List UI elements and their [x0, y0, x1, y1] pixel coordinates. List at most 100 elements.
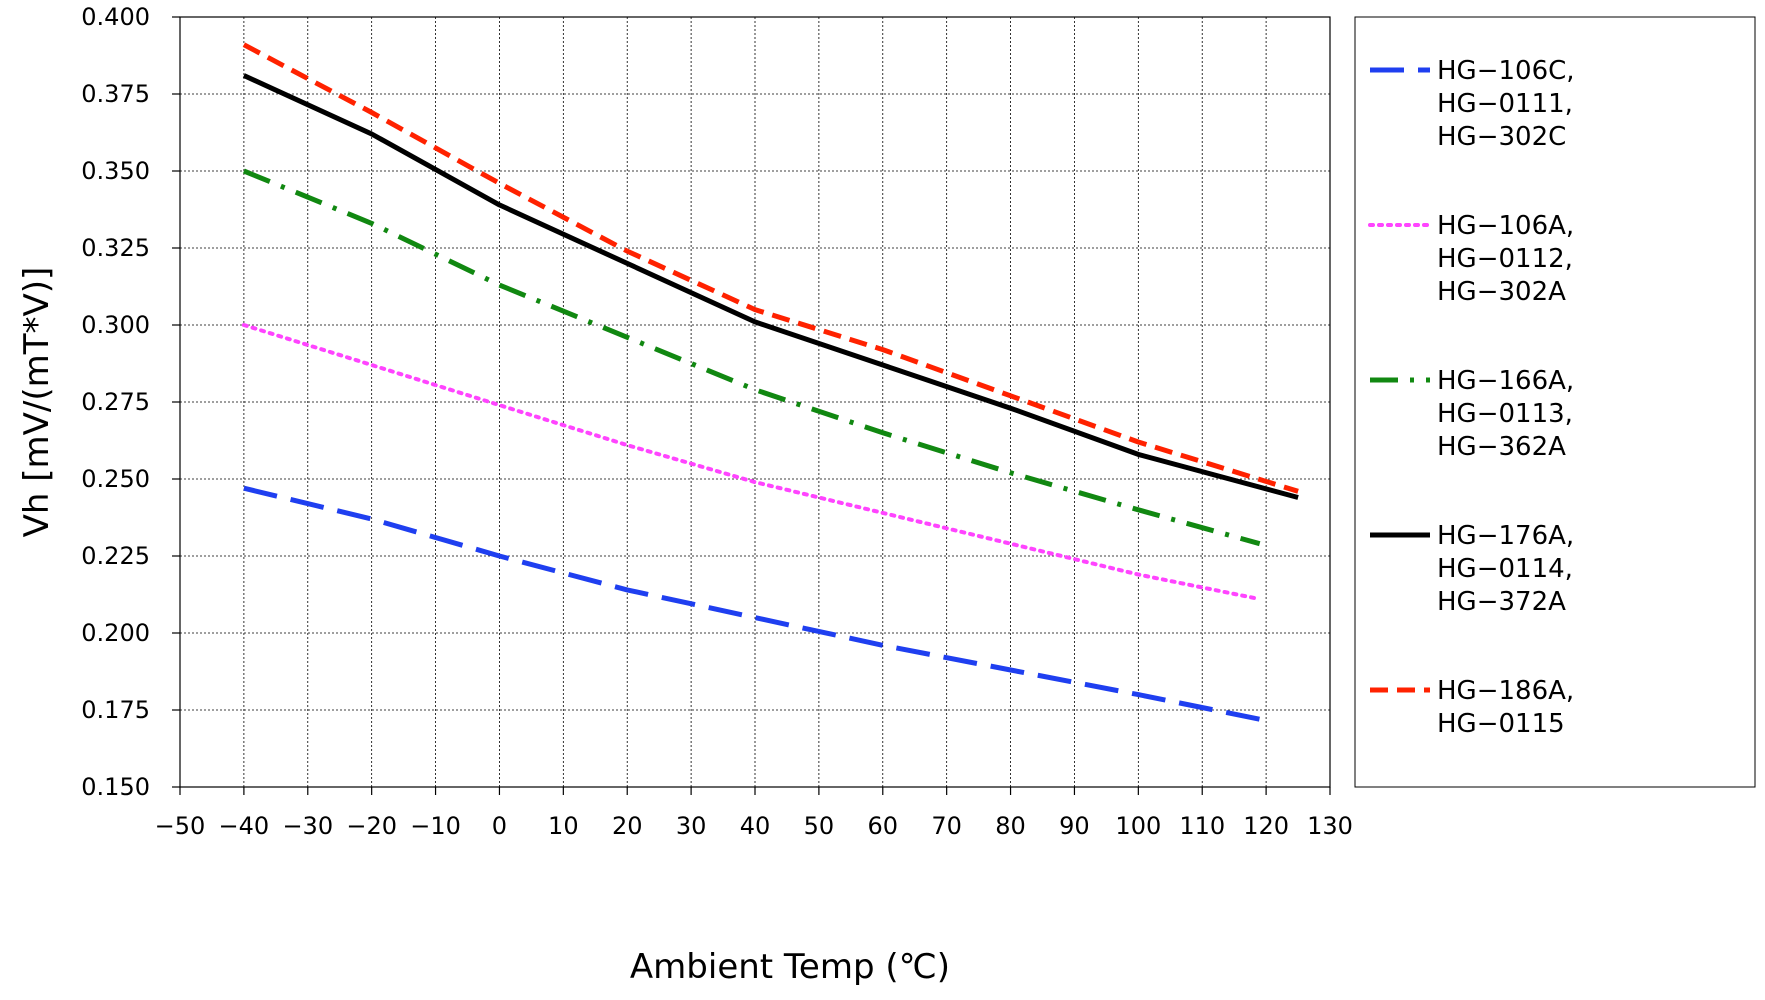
series-2-point — [242, 324, 245, 327]
series-5-point — [1297, 490, 1300, 493]
series-line-2 — [241, 323, 1262, 602]
series-5-point — [1009, 394, 1012, 397]
x-tick-label: 80 — [995, 812, 1026, 840]
x-tick-label: −30 — [282, 812, 333, 840]
y-tick-label: 0.275 — [81, 388, 150, 416]
legend-label-4: HG−372A — [1437, 587, 1566, 617]
series-4-point — [754, 320, 757, 323]
legend-label-2: HG−302A — [1437, 277, 1566, 307]
series-2-point — [1137, 573, 1140, 576]
axes: −50 −40 −30 −20 −10 0 10 20 30 40 50 60 70 80 90 100 110… — [81, 3, 1353, 840]
y-tick-label: 0.225 — [81, 542, 150, 570]
series-line-3 — [242, 168, 1261, 547]
series-2-point — [754, 481, 757, 484]
series-2-point — [1009, 542, 1012, 545]
series-3-point — [754, 388, 757, 391]
series-4-point — [498, 203, 501, 206]
series-3-point — [1137, 508, 1140, 511]
series-1-point — [498, 555, 501, 558]
series-5-point — [754, 308, 757, 311]
x-tick-label: 120 — [1243, 812, 1289, 840]
series-layer — [241, 42, 1300, 722]
x-tick-label: 70 — [931, 812, 962, 840]
series-3-point — [881, 431, 884, 434]
x-tick-label: −40 — [219, 812, 270, 840]
series-4-point — [1009, 407, 1012, 410]
x-tick-label: 50 — [804, 812, 835, 840]
series-1-point — [370, 518, 373, 521]
series-1-point — [1009, 669, 1012, 672]
legend-label-5: HG−186A, — [1437, 676, 1574, 706]
legend-label-3: HG−362A — [1437, 432, 1566, 462]
series-line-5 — [242, 42, 1299, 494]
series-1-point — [1137, 693, 1140, 696]
legend-box — [1354, 16, 1756, 788]
series-4-point — [370, 133, 373, 136]
x-tick-label: 10 — [548, 812, 579, 840]
x-axis-title: Ambient Temp (℃) — [630, 947, 950, 987]
legend-label-1: HG−302C — [1437, 122, 1566, 152]
y-tick-label: 0.375 — [81, 80, 150, 108]
y-tick-label: 0.250 — [81, 465, 150, 493]
series-5-point — [242, 43, 245, 46]
y-tick-label: 0.200 — [81, 619, 150, 647]
series-line-1 — [243, 485, 1261, 722]
x-tick-label: −50 — [155, 812, 206, 840]
y-tick-label: 0.350 — [81, 157, 150, 185]
legend-label-5: HG−0115 — [1437, 709, 1565, 739]
series-3-point — [498, 284, 501, 287]
legend-label-1: HG−0111, — [1437, 89, 1573, 119]
y-tick-label: 0.300 — [81, 311, 150, 339]
series-4-point — [242, 74, 245, 77]
series-2-point — [370, 364, 373, 367]
series-2-point — [498, 404, 501, 407]
series-4-point — [626, 262, 629, 265]
x-tick-label: 130 — [1307, 812, 1353, 840]
series-5-point — [881, 348, 884, 351]
series-3-point — [1258, 542, 1261, 545]
series-2-point — [626, 444, 629, 447]
y-tick-label: 0.175 — [81, 696, 150, 724]
x-tick-label: −10 — [410, 812, 461, 840]
y-tick-label: 0.400 — [81, 3, 150, 31]
series-3-point — [242, 170, 245, 173]
legend-label-2: HG−106A, — [1437, 211, 1574, 241]
series-4-point — [1297, 496, 1300, 499]
grid — [180, 17, 1330, 787]
series-5-point — [1137, 441, 1140, 444]
series-5-point — [370, 111, 373, 114]
series-3-point — [370, 222, 373, 225]
y-tick-label: 0.325 — [81, 234, 150, 262]
x-tick-label: −20 — [346, 812, 397, 840]
x-tick-label: 30 — [676, 812, 707, 840]
series-1-point — [626, 588, 629, 591]
series-3-point — [1009, 471, 1012, 474]
legend-label-4: HG−0114, — [1437, 554, 1573, 584]
series-2-point — [881, 511, 884, 514]
x-tick-label: 100 — [1115, 812, 1161, 840]
legend-label-3: HG−0113, — [1437, 399, 1573, 429]
x-tick-label: 20 — [612, 812, 643, 840]
legend-label-3: HG−166A, — [1437, 366, 1574, 396]
series-1-point — [1258, 718, 1261, 721]
series-2-point — [1258, 598, 1261, 601]
y-axis-title: Vh [mV/(mT*V)] — [17, 267, 57, 538]
series-1-point — [242, 487, 245, 490]
legend-label-1: HG−106C, — [1437, 56, 1575, 86]
legend-label-2: HG−0112, — [1437, 244, 1573, 274]
series-4-point — [881, 364, 884, 367]
series-1-point — [881, 644, 884, 647]
y-tick-label: 0.150 — [81, 773, 150, 801]
series-1-point — [754, 616, 757, 619]
legend-label-4: HG−176A, — [1437, 521, 1574, 551]
series-3-point — [626, 336, 629, 339]
series-line-4 — [242, 73, 1299, 500]
x-tick-label: 110 — [1179, 812, 1225, 840]
x-tick-label: 40 — [740, 812, 771, 840]
series-4-point — [1137, 453, 1140, 456]
x-tick-label: 60 — [868, 812, 899, 840]
series-5-point — [626, 250, 629, 253]
x-tick-label: 0 — [492, 812, 507, 840]
legend: HG−106C,HG−0111,HG−302CHG−106A,HG−0112,H… — [1354, 16, 1756, 788]
